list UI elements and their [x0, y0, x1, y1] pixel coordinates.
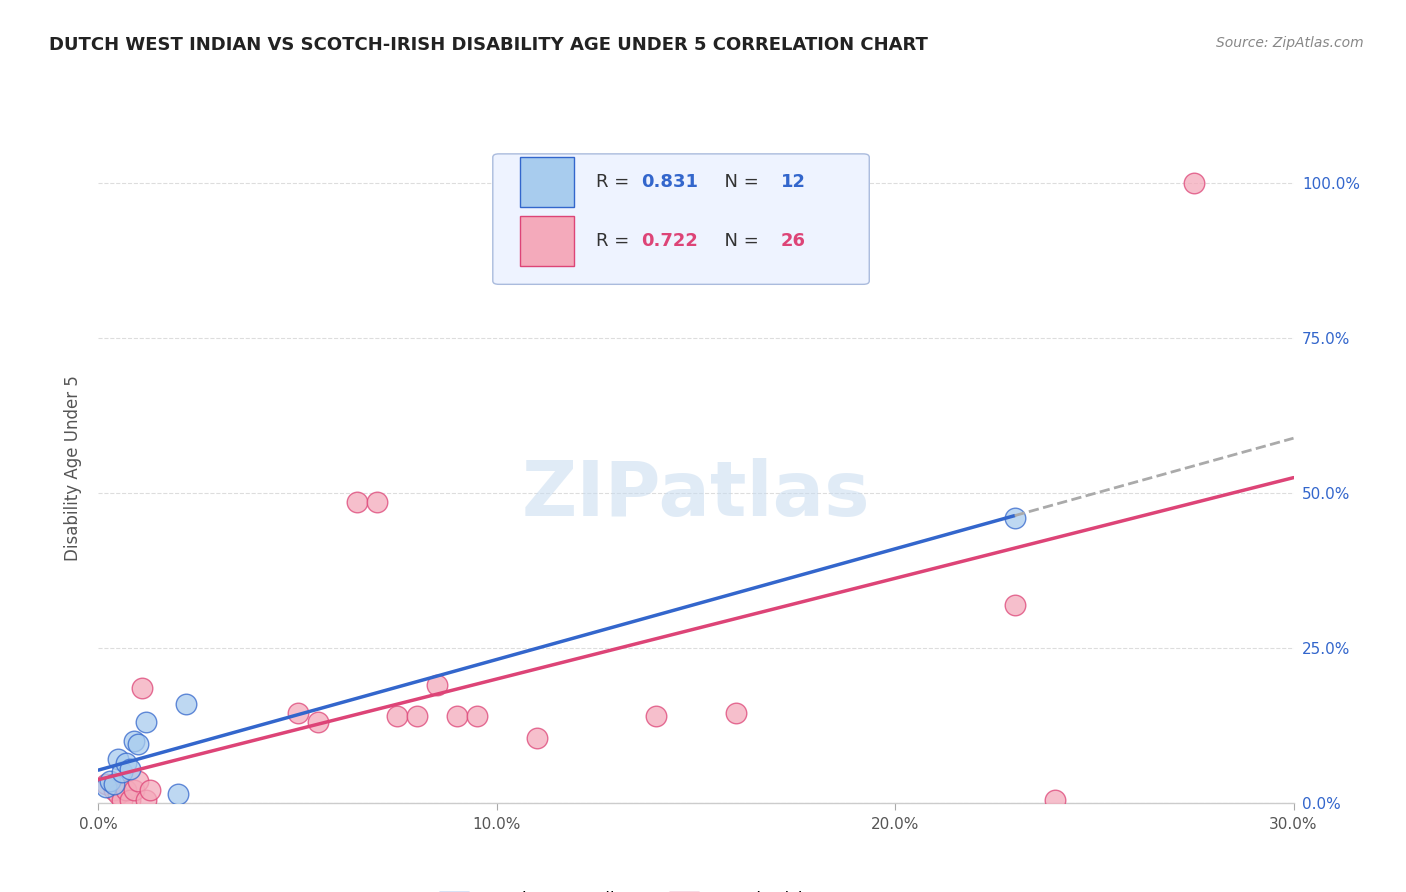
Point [96, 780, 118, 795]
Point [107, 752, 129, 766]
Point [287, 706, 309, 720]
FancyBboxPatch shape [520, 216, 574, 266]
Point [406, 709, 429, 723]
Point [1182, 177, 1205, 191]
Text: ZIPatlas: ZIPatlas [522, 458, 870, 532]
Point [115, 783, 138, 797]
Point [107, 787, 129, 801]
Point [346, 495, 368, 509]
Legend: Dutch West Indians, Scotch-Irish: Dutch West Indians, Scotch-Irish [433, 885, 815, 892]
Point [167, 787, 190, 801]
Point [135, 715, 157, 730]
Text: Source: ZipAtlas.com: Source: ZipAtlas.com [1216, 36, 1364, 50]
Point [115, 756, 138, 770]
Point [124, 783, 146, 797]
Text: 0.831: 0.831 [641, 173, 697, 191]
Text: DUTCH WEST INDIAN VS SCOTCH-IRISH DISABILITY AGE UNDER 5 CORRELATION CHART: DUTCH WEST INDIAN VS SCOTCH-IRISH DISABI… [49, 36, 928, 54]
Point [465, 709, 488, 723]
Point [127, 737, 149, 751]
FancyBboxPatch shape [520, 157, 574, 207]
Point [120, 793, 142, 807]
Point [124, 734, 146, 748]
Text: N =: N = [713, 173, 765, 191]
Text: 0.722: 0.722 [641, 232, 697, 250]
Point [426, 678, 449, 692]
Point [127, 774, 149, 789]
Point [1004, 511, 1026, 525]
Point [366, 495, 388, 509]
Point [135, 793, 157, 807]
Text: N =: N = [713, 232, 765, 250]
Point [131, 681, 153, 696]
Point [111, 764, 134, 779]
Text: R =: R = [596, 173, 634, 191]
Point [385, 709, 409, 723]
Point [526, 731, 548, 745]
Point [1004, 598, 1026, 612]
Point [1043, 793, 1066, 807]
Point [96, 777, 118, 791]
Point [103, 777, 125, 791]
Point [100, 774, 122, 789]
Point [645, 709, 668, 723]
Point [103, 783, 125, 797]
Text: 12: 12 [780, 173, 806, 191]
FancyBboxPatch shape [494, 154, 869, 285]
Y-axis label: Disability Age Under 5: Disability Age Under 5 [65, 376, 83, 561]
Point [120, 762, 142, 776]
Point [724, 706, 747, 720]
Point [111, 793, 134, 807]
Point [446, 709, 468, 723]
Point [174, 697, 197, 711]
Point [139, 783, 162, 797]
Point [307, 715, 329, 730]
Text: R =: R = [596, 232, 634, 250]
Text: 26: 26 [780, 232, 806, 250]
